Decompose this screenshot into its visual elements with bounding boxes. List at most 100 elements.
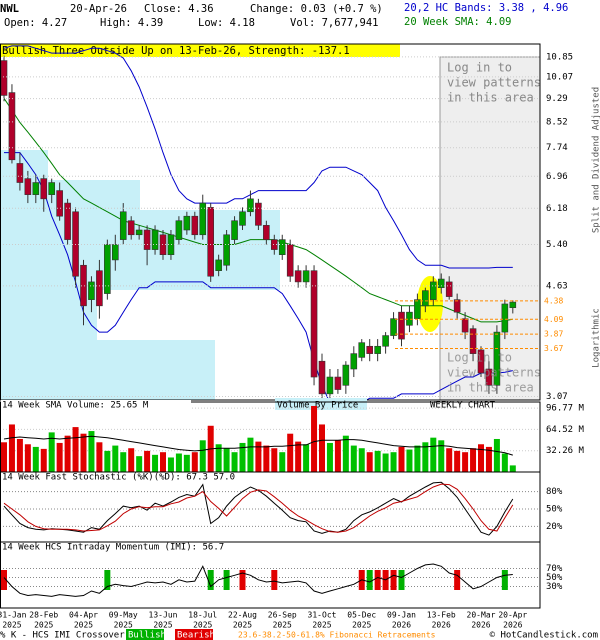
- bearish-marker: [1, 570, 7, 590]
- candle-body: [334, 376, 342, 390]
- candle-body: [461, 318, 469, 333]
- y-tick-label: 20%: [546, 522, 563, 532]
- x-tick-label: 2025: [153, 621, 172, 630]
- panel-border: [0, 43, 541, 401]
- login-text: in this area: [447, 381, 534, 395]
- volume-bar: [430, 437, 437, 472]
- candle-body: [88, 281, 95, 300]
- volume-bar: [191, 452, 198, 472]
- volume-bar: [342, 435, 349, 472]
- candle-body: [406, 311, 413, 326]
- x-tick-label: 2025: [193, 621, 212, 630]
- volume-bar: [24, 444, 31, 472]
- x-tick-label: 28-Feb: [29, 611, 58, 620]
- x-tick-label: 2025: [273, 621, 292, 630]
- x-tick-label: 2025: [114, 621, 133, 630]
- volume-bar: [319, 424, 325, 472]
- x-tick-label: 20-Apr: [498, 611, 527, 620]
- volume-bar: [223, 448, 230, 472]
- volume-bar: [462, 452, 469, 472]
- indicator-line: [3, 483, 514, 533]
- volume-bar: [470, 448, 477, 472]
- fib-label: 3.87: [544, 330, 563, 339]
- volume: Vol: 7,677,941: [290, 17, 379, 29]
- candle-body: [64, 202, 71, 240]
- fib-label: 3.67: [544, 344, 563, 353]
- volume-bar: [446, 448, 453, 472]
- bearish-marker: [239, 570, 246, 590]
- bullish-marker: [398, 570, 405, 590]
- candle-body: [151, 229, 159, 250]
- x-tick-label: 13-Feb: [427, 611, 456, 620]
- bearish-text: Bearish: [177, 631, 215, 640]
- candle-body: [32, 182, 40, 195]
- volume-bar: [255, 441, 262, 472]
- x-tick-label: 22-Aug: [228, 611, 257, 620]
- y-tick-label: 50%: [546, 573, 563, 583]
- volume-bar: [271, 448, 278, 472]
- volume-bar: [56, 442, 63, 472]
- volume-bar: [358, 448, 365, 472]
- y-tick-label: 10.07: [546, 72, 573, 82]
- volume-bar: [303, 444, 310, 472]
- x-tick-label: 26-Sep: [268, 611, 297, 620]
- volume-bar: [454, 450, 461, 472]
- candle-body: [422, 290, 429, 307]
- y-tick-label: 9.29: [546, 94, 568, 104]
- volume-bar: [350, 445, 357, 472]
- x-tick-label: 09-Jan: [387, 611, 416, 620]
- candle-body: [183, 215, 191, 231]
- x-tick-label: 09-May: [109, 611, 138, 620]
- candle-body: [342, 364, 350, 386]
- candle-body: [215, 259, 222, 271]
- candle-body: [270, 239, 278, 250]
- bullish-marker: [223, 570, 230, 590]
- volume-bar: [406, 449, 413, 472]
- close: Close: 4.36: [144, 3, 214, 15]
- volume-bar: [287, 433, 294, 472]
- volume-bar: [398, 446, 405, 472]
- high: High: 4.39: [100, 17, 163, 29]
- volume-bar: [231, 452, 238, 472]
- x-tick-label: 2025: [74, 621, 93, 630]
- open: Open: 4.27: [4, 17, 67, 29]
- y-tick-label: 50%: [546, 505, 563, 515]
- x-tick-label: 05-Dec: [347, 611, 376, 620]
- volume-bar: [509, 465, 516, 472]
- volume-bar: [215, 444, 222, 472]
- candle-body: [191, 215, 199, 236]
- y-tick-label: 30%: [546, 582, 563, 592]
- candle-body: [40, 178, 48, 200]
- volume-bar: [414, 445, 421, 472]
- candle-body: [231, 220, 238, 240]
- candle-body: [509, 301, 517, 309]
- panel-title: 14 Week SMA Volume: 25.65 M: [2, 401, 149, 411]
- y-tick-label: 32.26 M: [546, 446, 585, 456]
- login-text: view patterns: [447, 76, 541, 90]
- candle-body: [318, 360, 326, 395]
- x-tick-label: 2026: [471, 621, 490, 630]
- login-text: Log in to: [447, 351, 512, 365]
- candle-body: [382, 335, 389, 347]
- x-tick-label: 2026: [503, 621, 522, 630]
- bearish-marker: [374, 570, 381, 590]
- volume-bar: [279, 452, 286, 472]
- volume-bar: [136, 456, 143, 472]
- candle-body: [398, 311, 405, 340]
- bullish-marker: [366, 570, 373, 590]
- volume-bar: [160, 452, 166, 472]
- volume-bar: [128, 448, 135, 472]
- volume-bar: [334, 440, 341, 472]
- candle-body: [469, 328, 477, 354]
- candle-body: [263, 225, 270, 240]
- volume-bar: [120, 452, 127, 472]
- volume-bar: [199, 440, 206, 472]
- price-plot: [0, 45, 517, 400]
- candle-body: [326, 376, 334, 395]
- candle-body: [366, 345, 374, 354]
- fib-note: 23.6-38.2-50-61.8% Fibonacci Retracement…: [238, 631, 436, 640]
- y-tick-label: 3.07: [546, 392, 568, 402]
- candle-body: [135, 229, 143, 236]
- x-tick-label: 2025: [233, 621, 252, 630]
